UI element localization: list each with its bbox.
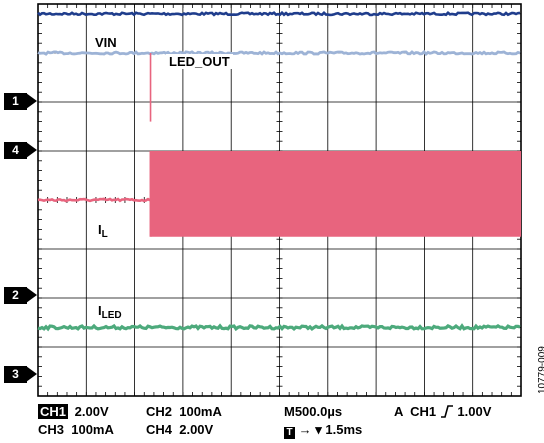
iled-label: ILED — [98, 303, 122, 323]
ch3-readout: CH3 100mA — [38, 422, 114, 437]
channel-4-marker: 4 — [4, 142, 38, 159]
led-out-label: LED_OUT — [166, 54, 233, 69]
channel-4-marker-label: 4 — [4, 142, 27, 159]
channel-3-marker-label: 3 — [4, 366, 27, 383]
channel-2-marker-arrow — [26, 287, 37, 303]
iled-trace — [37, 323, 521, 332]
rising-edge-icon — [440, 405, 453, 418]
channel-1-marker-label: 1 — [4, 93, 27, 110]
channel-3-marker: 3 — [4, 366, 38, 383]
channel-2-marker-label: 2 — [4, 287, 27, 304]
channel-4-marker-arrow — [26, 142, 37, 158]
figure-id: 10779-009 — [537, 346, 544, 394]
channel-1-marker: 1 — [4, 93, 38, 110]
ch1-badge: CH1 — [38, 404, 69, 419]
il-trace-switching — [150, 151, 521, 237]
trigger-position-arrow: → ▾ — [298, 422, 322, 437]
ch4-readout: CH4 2.00V — [146, 422, 214, 437]
il-trace-before — [37, 197, 151, 203]
vin-trace — [37, 10, 521, 17]
iled-label-subscript: LED — [101, 310, 122, 321]
ch1-scale: 2.00V — [74, 404, 109, 419]
il-label-subscript: L — [101, 229, 108, 240]
timebase-readout: M500.0µs — [284, 404, 343, 419]
ch2-readout: CH2 100mA — [146, 404, 222, 419]
trigger-level: 1.00V — [457, 404, 492, 419]
trigger-source: A CH1 — [394, 404, 437, 419]
il-label: IL — [98, 222, 108, 242]
trigger-readout: A CH1 1.00V — [394, 404, 491, 419]
trigger-position-value: 1.5ms — [325, 422, 363, 437]
iled-label-main: I — [98, 303, 102, 318]
led-out-trace — [37, 49, 521, 57]
channel-2-marker: 2 — [4, 287, 38, 304]
il-label-main: I — [98, 222, 102, 237]
trigger-position-readout: T → ▾ 1.5ms — [284, 422, 362, 439]
ch1-readout: CH1 2.00V — [38, 404, 109, 419]
channel-3-marker-arrow — [26, 366, 37, 382]
trigger-position-badge: T — [284, 427, 295, 439]
channel-1-marker-arrow — [26, 93, 37, 109]
vin-label: VIN — [92, 35, 120, 50]
